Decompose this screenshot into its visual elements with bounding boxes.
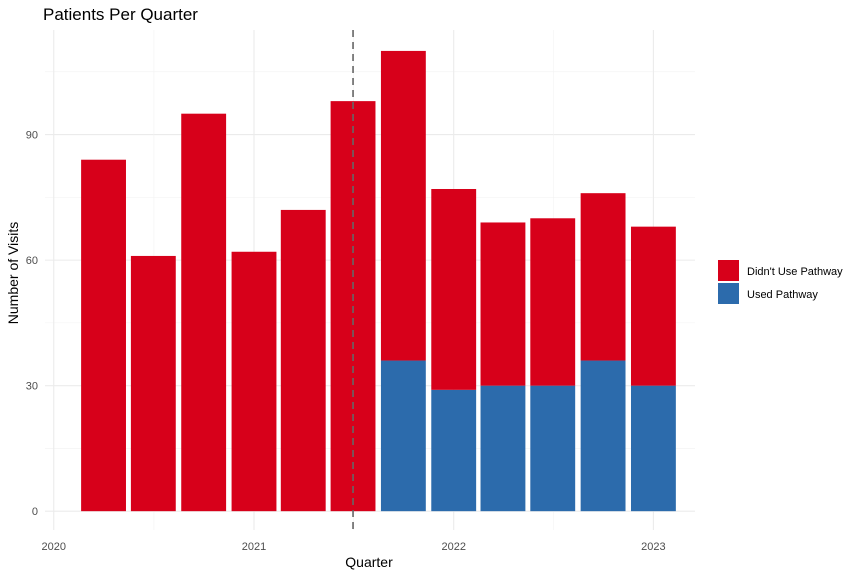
legend: Didn't Use Pathway Used Pathway — [718, 260, 843, 304]
y-tick-label: 60 — [26, 255, 38, 267]
x-axis-ticks: 2020 2021 2022 2023 — [42, 541, 666, 553]
x-tick-label: 2023 — [641, 541, 665, 553]
bar-not-used — [580, 193, 626, 361]
x-tick-label: 2022 — [441, 541, 465, 553]
bar-not-used — [480, 222, 526, 386]
y-axis-ticks: 0 30 60 90 — [26, 130, 38, 519]
y-tick-label: 30 — [26, 381, 38, 393]
bar-not-used — [280, 209, 326, 512]
bar-not-used — [530, 218, 576, 386]
bar-used — [480, 385, 526, 512]
bar-not-used — [130, 255, 176, 512]
y-tick-label: 0 — [32, 506, 38, 518]
x-axis-title: Quarter — [345, 554, 393, 570]
legend-swatch — [718, 283, 739, 304]
bar-used — [530, 385, 576, 512]
bar-used — [630, 385, 676, 512]
y-tick-label: 90 — [26, 130, 38, 142]
chart-title: Patients Per Quarter — [43, 5, 198, 24]
bar-not-used — [630, 226, 676, 386]
x-tick-label: 2021 — [242, 541, 266, 553]
y-axis-title: Number of Visits — [5, 222, 21, 324]
bar-not-used — [181, 113, 227, 512]
bar-not-used — [231, 251, 277, 512]
x-tick-label: 2020 — [42, 541, 66, 553]
bar-not-used — [81, 159, 126, 512]
bar-used — [431, 389, 477, 512]
bars — [81, 50, 676, 512]
bar-not-used — [431, 188, 477, 390]
legend-label: Didn't Use Pathway — [747, 266, 843, 278]
bar-used — [380, 360, 426, 512]
bar-not-used — [380, 50, 426, 361]
legend-label: Used Pathway — [747, 289, 818, 301]
legend-swatch — [718, 260, 739, 281]
bar-used — [580, 360, 626, 512]
